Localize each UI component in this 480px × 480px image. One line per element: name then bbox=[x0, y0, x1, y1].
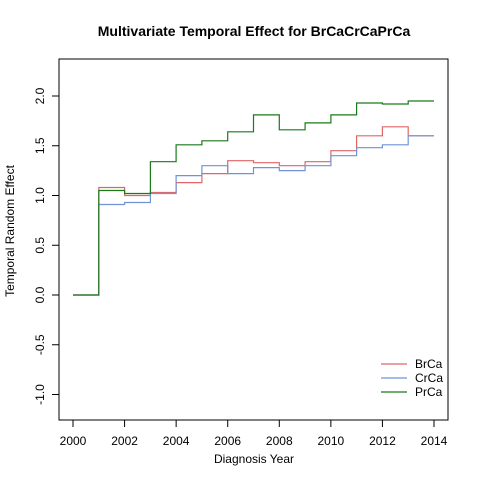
y-tick-label: 1.5 bbox=[33, 137, 47, 154]
legend: BrCaCrCaPrCa bbox=[381, 357, 443, 399]
y-tick-label: 1.0 bbox=[33, 187, 47, 204]
legend-label-prca: PrCa bbox=[415, 385, 443, 399]
y-tick-label: 2.0 bbox=[33, 87, 47, 104]
series-line-crca bbox=[73, 135, 434, 296]
x-tick-label: 2012 bbox=[369, 434, 396, 448]
x-axis-label: Diagnosis Year bbox=[214, 452, 294, 466]
x-axis: 2000 2002 2004 2006 2008 2010 2012 2014 bbox=[60, 419, 448, 448]
series-line-brca bbox=[73, 126, 434, 296]
series-line-prca bbox=[73, 100, 434, 296]
y-tick-label: 0.5 bbox=[33, 237, 47, 254]
y-tick-label: -1.0 bbox=[33, 384, 47, 405]
series-layer bbox=[73, 100, 434, 296]
plot-frame bbox=[58, 58, 449, 421]
y-tick-label: -0.5 bbox=[33, 334, 47, 355]
legend-label-brca: BrCa bbox=[415, 357, 443, 371]
legend-label-crca: CrCa bbox=[415, 371, 443, 385]
x-tick-label: 2006 bbox=[214, 434, 241, 448]
chart-title: Multivariate Temporal Effect for BrCaCrC… bbox=[98, 23, 411, 39]
y-tick-label: 0.0 bbox=[33, 286, 47, 303]
x-tick-label: 2000 bbox=[60, 434, 87, 448]
x-tick-label: 2010 bbox=[318, 434, 345, 448]
x-tick-label: 2004 bbox=[163, 434, 190, 448]
x-tick-label: 2008 bbox=[266, 434, 293, 448]
x-tick-label: 2002 bbox=[111, 434, 138, 448]
x-tick-label: 2014 bbox=[421, 434, 448, 448]
y-axis-label: Temporal Random Effect bbox=[3, 164, 17, 297]
y-axis: -1.0 -0.5 0.0 0.5 1.0 1.5 2.0 bbox=[33, 87, 60, 405]
